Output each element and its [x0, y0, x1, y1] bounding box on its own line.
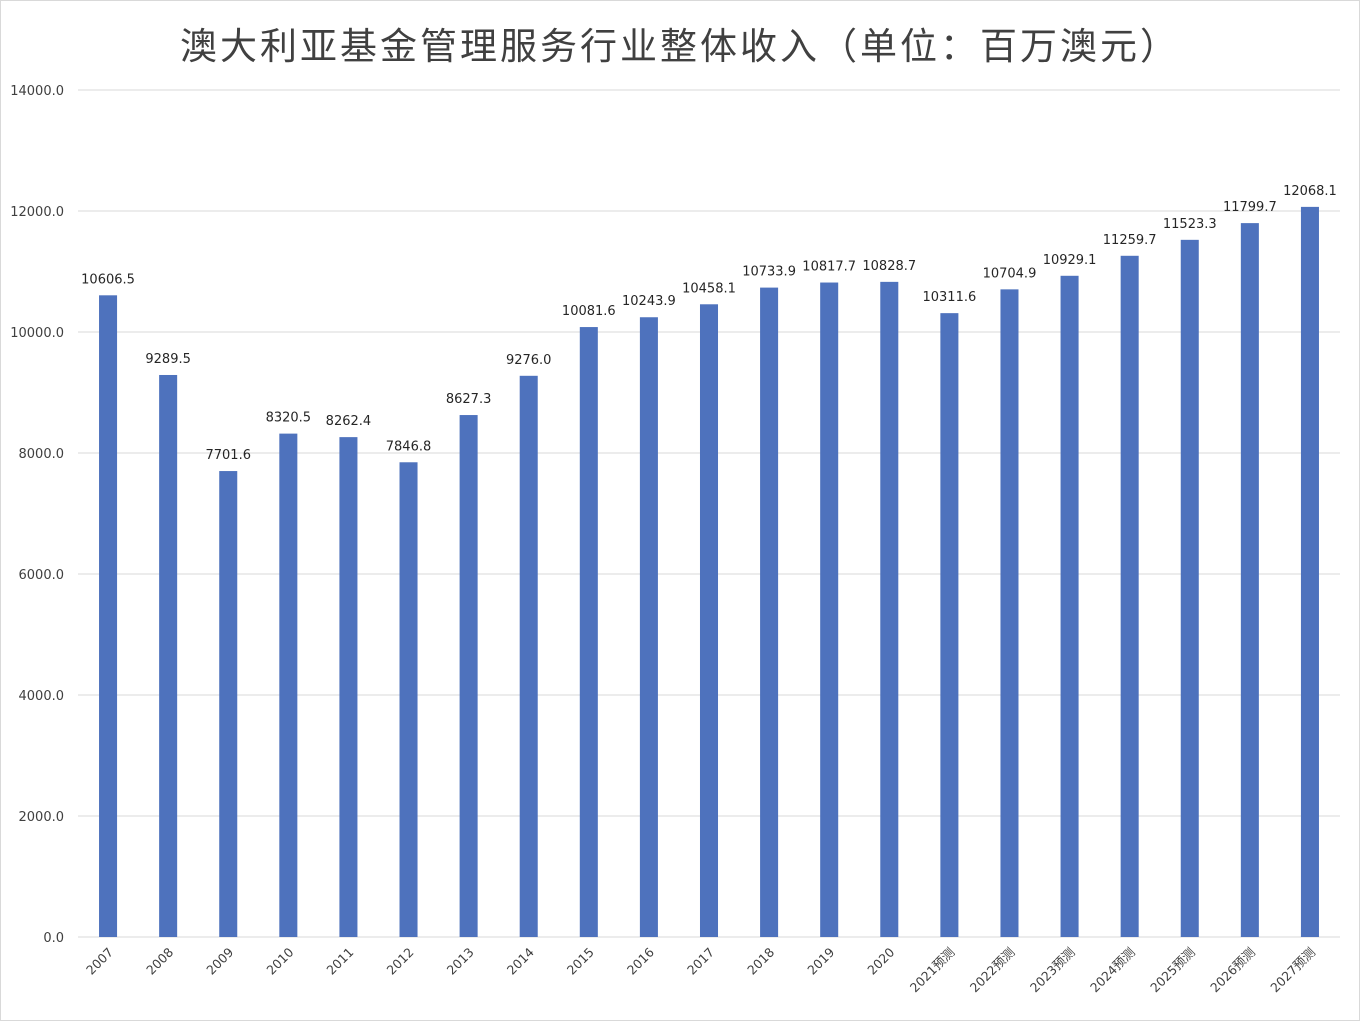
bar: [639, 317, 658, 938]
bar: [159, 374, 178, 938]
data-label: 10243.9: [622, 294, 676, 309]
bar: [519, 375, 538, 937]
x-category-label: 2024预测: [1087, 945, 1138, 996]
bar: [99, 295, 118, 937]
x-category-label: 2013: [444, 945, 477, 978]
x-category-label: 2025预测: [1147, 945, 1198, 996]
x-category-label: 2012: [384, 945, 417, 978]
bar: [940, 313, 959, 937]
chart-title: 澳大利亚基金管理服务行业整体收入（单位：百万澳元）: [180, 25, 1180, 68]
data-label: 10817.7: [802, 260, 856, 275]
y-tick-label: 2000.0: [19, 810, 65, 825]
data-label: 10311.6: [922, 290, 976, 305]
data-labels: 10606.5 9289.5 7701.6 8320.5 8262.4 7846.8 862…: [81, 184, 1337, 463]
x-category-label: 2023预测: [1027, 945, 1078, 996]
data-label: 10704.9: [983, 266, 1037, 281]
x-axis-categories: 2007 2008 2009 2010 2011 2012 2013 2014 2015 2016…: [83, 944, 1318, 995]
bar: [1180, 239, 1199, 938]
y-tick-label: 0.0: [43, 931, 64, 946]
x-category-label: 2018: [744, 944, 777, 977]
data-label: 10828.7: [862, 259, 916, 274]
x-category-label: 2016: [624, 944, 657, 977]
bar: [1000, 289, 1019, 938]
data-label: 11259.7: [1103, 233, 1157, 248]
x-category-label: 2019: [804, 944, 837, 977]
data-label: 12068.1: [1283, 184, 1337, 199]
data-label: 7701.6: [205, 448, 251, 463]
x-category-label: 2027预测: [1267, 945, 1318, 996]
y-axis-ticks: 0.0 2000.0 4000.0 6000.0 8000.0 10000.0 12000.…: [10, 84, 64, 946]
bar: [760, 287, 779, 937]
data-label: 10929.1: [1043, 253, 1097, 268]
bar: [399, 462, 418, 937]
data-label: 10606.5: [81, 272, 135, 287]
y-tick-label: 14000.0: [10, 84, 64, 99]
data-label: 8320.5: [266, 411, 312, 426]
bar: [880, 281, 899, 937]
data-label: 11799.7: [1223, 200, 1277, 215]
data-label: 8262.4: [326, 414, 372, 429]
x-category-label: 2015: [564, 945, 597, 978]
x-category-label: 2026预测: [1207, 945, 1258, 996]
bar: [579, 327, 598, 937]
y-tick-label: 4000.0: [19, 689, 65, 704]
x-category-label: 2017: [684, 945, 717, 978]
data-label: 9276.0: [506, 353, 552, 368]
data-label: 10081.6: [562, 304, 616, 319]
bar: [1120, 255, 1139, 937]
bar: [1300, 206, 1319, 937]
x-category-label: 2007: [83, 945, 116, 978]
x-category-label: 2022预测: [967, 945, 1018, 996]
y-tick-label: 12000.0: [10, 205, 64, 220]
data-label: 10458.1: [682, 281, 736, 296]
y-tick-label: 10000.0: [10, 326, 64, 341]
bar: [820, 282, 839, 937]
bars: [99, 206, 1319, 938]
x-category-label: 2009: [203, 944, 236, 977]
bar: [459, 415, 478, 937]
bar: [1060, 275, 1079, 938]
x-category-label: 2014: [504, 944, 537, 977]
bar: [279, 433, 298, 937]
y-tick-label: 6000.0: [19, 568, 65, 583]
bar: [219, 471, 238, 937]
bar: [339, 437, 358, 937]
x-category-label: 2008: [143, 944, 176, 977]
x-category-label: 2021预测: [907, 945, 958, 996]
bar: [699, 304, 719, 938]
y-tick-label: 8000.0: [19, 447, 65, 462]
data-label: 8627.3: [446, 392, 492, 407]
data-label: 11523.3: [1163, 217, 1217, 232]
data-label: 10733.9: [742, 265, 796, 280]
x-category-label: 2011: [323, 945, 356, 978]
data-label: 7846.8: [386, 439, 432, 454]
bar: [1240, 223, 1259, 937]
data-label: 9289.5: [145, 352, 191, 367]
x-category-label: 2010: [263, 944, 296, 977]
x-category-label: 2020: [864, 944, 897, 977]
